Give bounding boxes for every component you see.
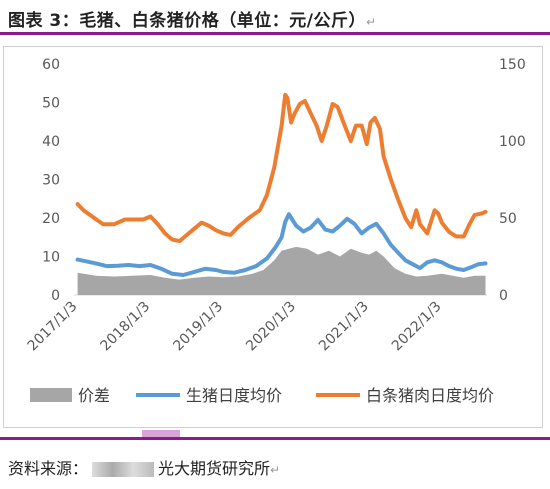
x-tick-label: 2017/1/3 [25, 299, 81, 355]
y-left-tick-label: 40 [42, 134, 60, 150]
y-left-tick-label: 20 [42, 211, 60, 227]
title-text: 图表 3：毛猪、白条猪价格（单位：元/公斤） [8, 11, 366, 31]
series-pork-line [75, 92, 488, 244]
footer-tab [142, 430, 180, 439]
paragraph-mark-icon: ↵ [365, 15, 377, 29]
x-tick-label: 2021/1/3 [316, 299, 372, 355]
chart-frame: 0 10 20 30 40 50 60 0 50 100 150 2017/1/3 2018/1/3 20… [3, 46, 543, 428]
paragraph-mark-icon: ↵ [270, 463, 281, 477]
y-right-tick-label: 100 [499, 134, 526, 150]
bottom-rule [0, 437, 550, 440]
chart-svg: 0 10 20 30 40 50 60 0 50 100 150 2017/1/3 2018/1/3 20… [25, 57, 526, 405]
x-tick-label: 2022/1/3 [389, 299, 445, 355]
source-org: 光大期货研究所 [158, 459, 271, 478]
y-left-tick-label: 0 [51, 288, 60, 304]
x-tick-label: 2020/1/3 [243, 299, 299, 355]
y-right-tick-label: 0 [499, 288, 508, 304]
legend-label: 生猪日度均价 [186, 386, 282, 405]
x-tick-label: 2019/1/3 [170, 299, 226, 355]
y-left-tick-label: 50 [42, 96, 60, 112]
legend-label: 白条猪肉日度均价 [366, 386, 494, 405]
series-spread-area [77, 246, 486, 295]
y-left-tick-label: 30 [42, 173, 60, 189]
legend-label: 价差 [78, 386, 110, 405]
legend-swatch-spread [30, 388, 72, 402]
redacted-logo [92, 462, 155, 477]
source-prefix: 资料来源： [8, 459, 89, 478]
series-live-hog-line [75, 212, 488, 277]
top-rule [0, 32, 550, 35]
y-left-tick-label: 60 [42, 57, 60, 73]
chart-title: 图表 3：毛猪、白条猪价格（单位：元/公斤）↵ [8, 6, 377, 31]
y-right-tick-label: 150 [499, 57, 526, 73]
source-line: 资料来源： 光大期货研究所↵ [8, 455, 280, 479]
y-left-tick-label: 10 [42, 250, 60, 266]
y-right-tick-label: 50 [499, 211, 517, 227]
x-tick-label: 2018/1/3 [98, 299, 154, 355]
